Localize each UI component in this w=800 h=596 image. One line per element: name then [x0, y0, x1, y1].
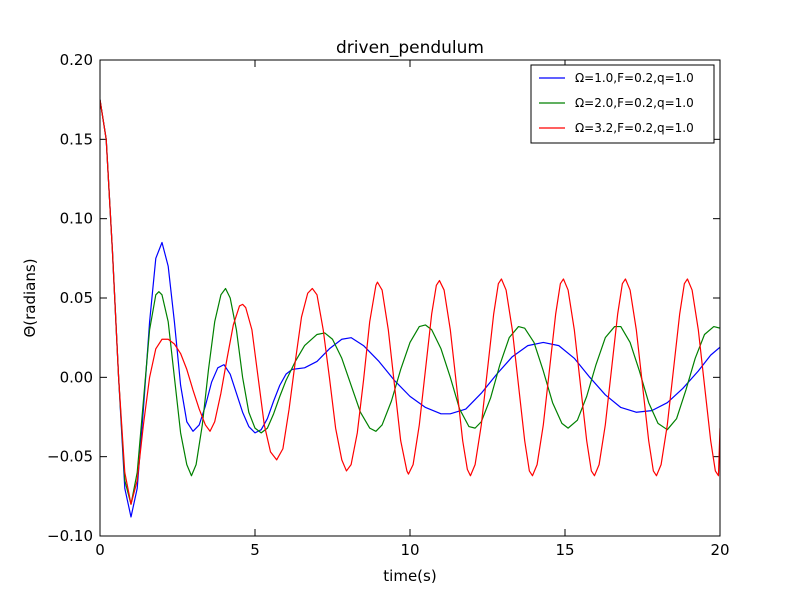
y-tick-label: 0.00: [60, 368, 93, 386]
series-layer: [100, 99, 720, 518]
plot-frame: [99, 59, 721, 537]
x-tick-label: 15: [555, 541, 574, 559]
x-axis-label: time(s): [383, 567, 436, 585]
y-tick-label: 0.15: [60, 130, 93, 148]
legend-label: Ω=2.0,F=0.2,q=1.0: [575, 96, 694, 110]
y-tick-label: −0.10: [47, 527, 93, 545]
y-axis-label: Θ(radians): [21, 258, 39, 337]
y-tick-label: 0.10: [60, 210, 93, 228]
legend: Ω=1.0,F=0.2,q=1.0 Ω=2.0,F=0.2,q=1.0 Ω=3.2,…: [530, 64, 715, 144]
x-tick-label: 5: [250, 541, 260, 559]
legend-label: Ω=3.2,F=0.2,q=1.0: [575, 121, 694, 135]
series-line-1: [100, 99, 720, 518]
x-tick-label: 20: [710, 541, 729, 559]
axis-ticks: 0 5 10 15 20 −0.10 −0.05 0.00 0.05 0.10 0.15 0.20: [47, 51, 730, 559]
legend-label: Ω=1.0,F=0.2,q=1.0: [575, 71, 694, 85]
series-line-3: [100, 99, 720, 505]
series-line-2: [100, 99, 720, 505]
x-tick-label: 10: [400, 541, 419, 559]
y-tick-label: 0.20: [60, 51, 93, 69]
chart-title: driven_pendulum: [336, 38, 484, 58]
x-tick-label: 0: [95, 541, 105, 559]
y-tick-label: 0.05: [60, 289, 93, 307]
y-tick-label: −0.05: [47, 448, 93, 466]
